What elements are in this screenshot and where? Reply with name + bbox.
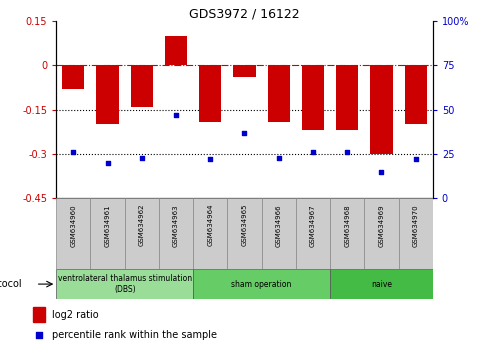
Bar [193,198,227,269]
Text: GSM634962: GSM634962 [139,204,144,246]
Text: GSM634968: GSM634968 [344,204,349,246]
Bar [233,65,255,77]
Point [206,156,214,162]
Text: naive: naive [370,280,391,289]
Text: GSM634964: GSM634964 [207,204,213,246]
Bar [398,198,432,269]
Bar [56,269,193,299]
Text: GSM634963: GSM634963 [173,204,179,246]
Point [240,130,248,136]
Text: ventrolateral thalamus stimulation
(DBS): ventrolateral thalamus stimulation (DBS) [58,274,191,294]
Point [377,169,385,175]
Bar [130,65,153,107]
Text: GSM634970: GSM634970 [412,204,418,246]
Bar [369,65,392,154]
Point [274,155,282,160]
Title: GDS3972 / 16122: GDS3972 / 16122 [189,7,299,20]
Bar [164,36,187,65]
Point [172,112,180,118]
Bar [159,198,193,269]
Point [411,156,419,162]
Bar [96,65,119,125]
Bar [193,269,329,299]
Point [343,149,350,155]
Bar [364,198,398,269]
Text: GSM634961: GSM634961 [104,204,110,246]
Point [35,332,43,337]
Point [138,155,145,160]
Bar [261,198,295,269]
Text: percentile rank within the sample: percentile rank within the sample [52,330,216,339]
Text: log2 ratio: log2 ratio [52,309,98,320]
Bar [267,65,289,121]
Text: GSM634960: GSM634960 [70,204,76,246]
Text: GSM634967: GSM634967 [309,204,315,246]
Point [69,149,77,155]
Point [308,149,316,155]
Text: GSM634969: GSM634969 [378,204,384,246]
Text: sham operation: sham operation [231,280,291,289]
Text: GSM634966: GSM634966 [275,204,281,246]
Bar [227,198,261,269]
Bar [404,65,426,125]
Bar [56,198,90,269]
Bar [329,198,364,269]
Bar [62,65,84,89]
Bar [90,198,124,269]
Bar [301,65,324,130]
Text: GSM634965: GSM634965 [241,204,247,246]
Bar [124,198,159,269]
Point [103,160,111,166]
Bar [199,65,221,121]
Bar [33,307,45,322]
Bar [335,65,358,130]
Bar [295,198,329,269]
Text: protocol: protocol [0,279,22,289]
Bar [329,269,432,299]
